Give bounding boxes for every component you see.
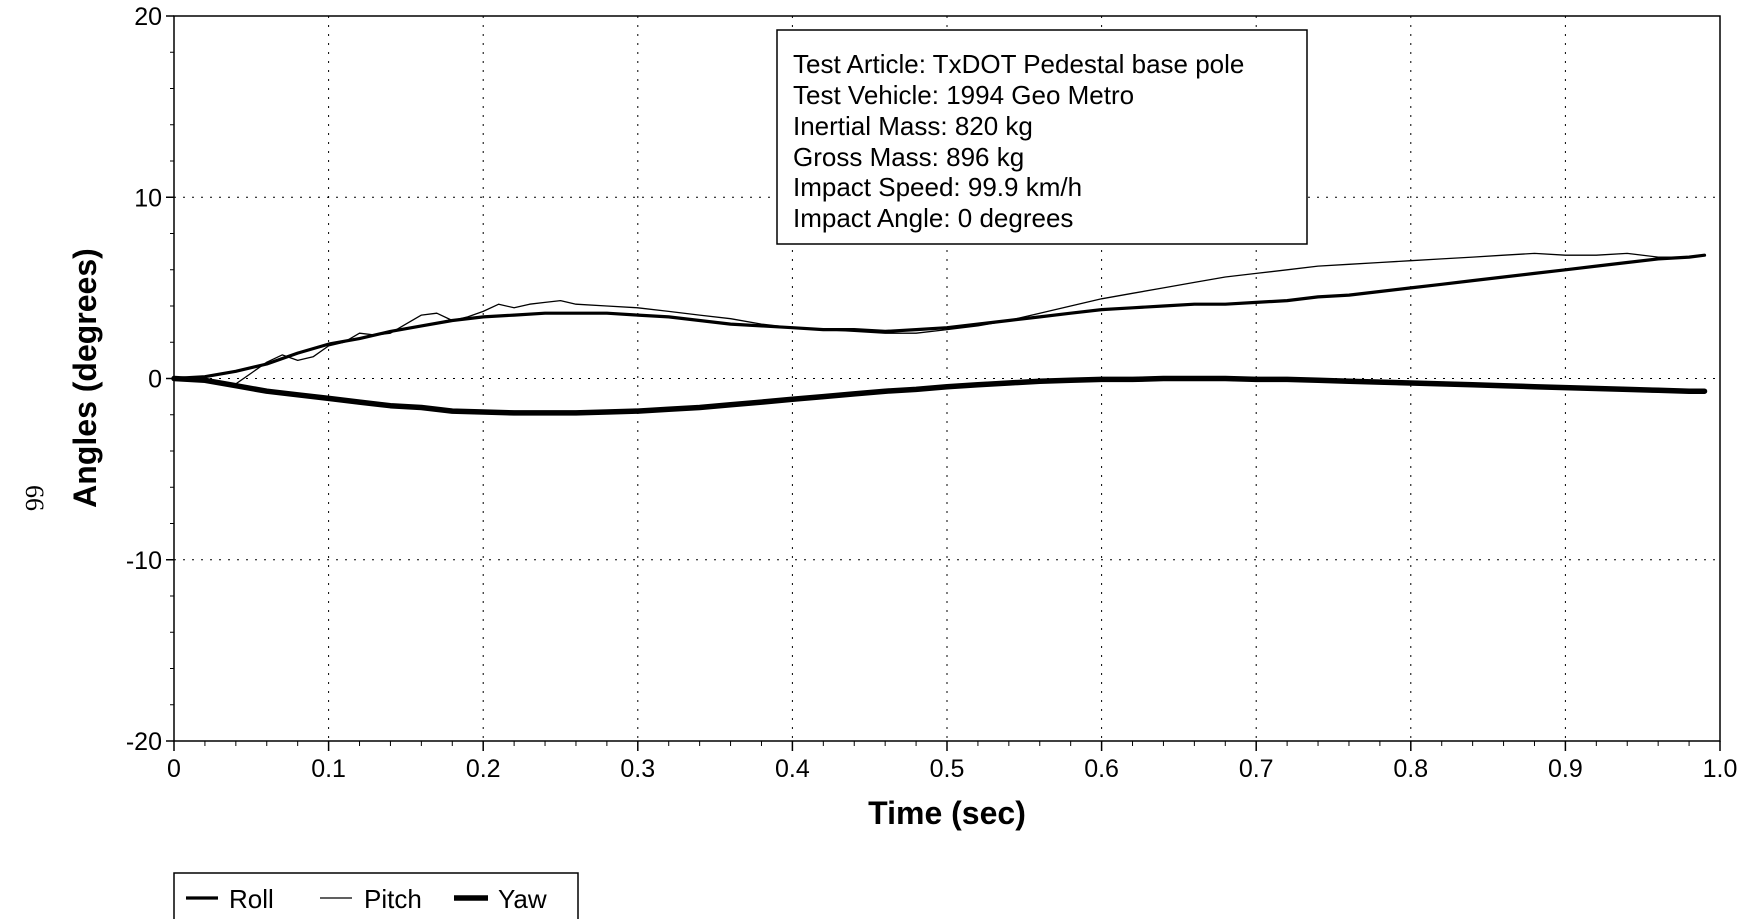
- legend: Roll Pitch Yaw: [173, 872, 579, 919]
- series-line-yaw: [171, 375, 1708, 416]
- series-line-pitch: [173, 252, 1706, 385]
- x-tick-label: 0.7: [1239, 755, 1274, 783]
- y-tick-label: 10: [134, 184, 162, 212]
- legend-label-roll: Roll: [229, 884, 274, 914]
- x-tick-label: 0: [167, 755, 181, 783]
- series-line-roll: [172, 253, 1707, 381]
- x-tick-label: 0.6: [1084, 755, 1119, 783]
- info-box-frame: [776, 29, 1308, 245]
- info-line-article: Test Article: TxDOT Pedestal base pole: [793, 49, 1244, 79]
- info-line-vehicle: Test Vehicle: 1994 Geo Metro: [793, 80, 1134, 110]
- y-tick-label: -10: [126, 547, 162, 575]
- x-tick-label: 0.8: [1393, 755, 1428, 783]
- legend-label-pitch: Pitch: [364, 884, 422, 914]
- axis-ticks: 0 0.1 0.2 0.3 0.4 0.5 0.6 0.7 0.8 0.9 1.0 -20 -10 0 10…: [126, 3, 1738, 783]
- series-lines: [171, 252, 1708, 416]
- x-tick-label: 0.3: [620, 755, 655, 783]
- x-axis-title: Time (sec): [868, 795, 1026, 831]
- page-number: 66: [20, 485, 49, 511]
- legend-frame: [173, 872, 579, 919]
- grid: [174, 16, 1720, 741]
- x-tick-label: 0.9: [1548, 755, 1583, 783]
- info-box: Test Article: TxDOT Pedestal base pole T…: [776, 29, 1308, 245]
- y-tick-label: -20: [126, 728, 162, 756]
- y-axis-title: Angles (degrees): [67, 248, 103, 508]
- info-line-inertial-mass: Inertial Mass: 820 kg: [793, 111, 1033, 141]
- info-line-gross-mass: Gross Mass: 896 kg: [793, 142, 1024, 172]
- x-tick-label: 0.1: [311, 755, 346, 783]
- y-tick-label: 20: [134, 3, 162, 31]
- info-line-impact-speed: Impact Speed: 99.9 km/h: [793, 172, 1082, 202]
- info-line-impact-angle: Impact Angle: 0 degrees: [793, 203, 1073, 233]
- x-tick-label: 0.4: [775, 755, 810, 783]
- x-tick-label: 0.5: [930, 755, 965, 783]
- y-tick-label: 0: [148, 366, 162, 394]
- x-tick-label: 1.0: [1703, 755, 1738, 783]
- legend-label-yaw: Yaw: [498, 884, 547, 914]
- x-tick-label: 0.2: [466, 755, 501, 783]
